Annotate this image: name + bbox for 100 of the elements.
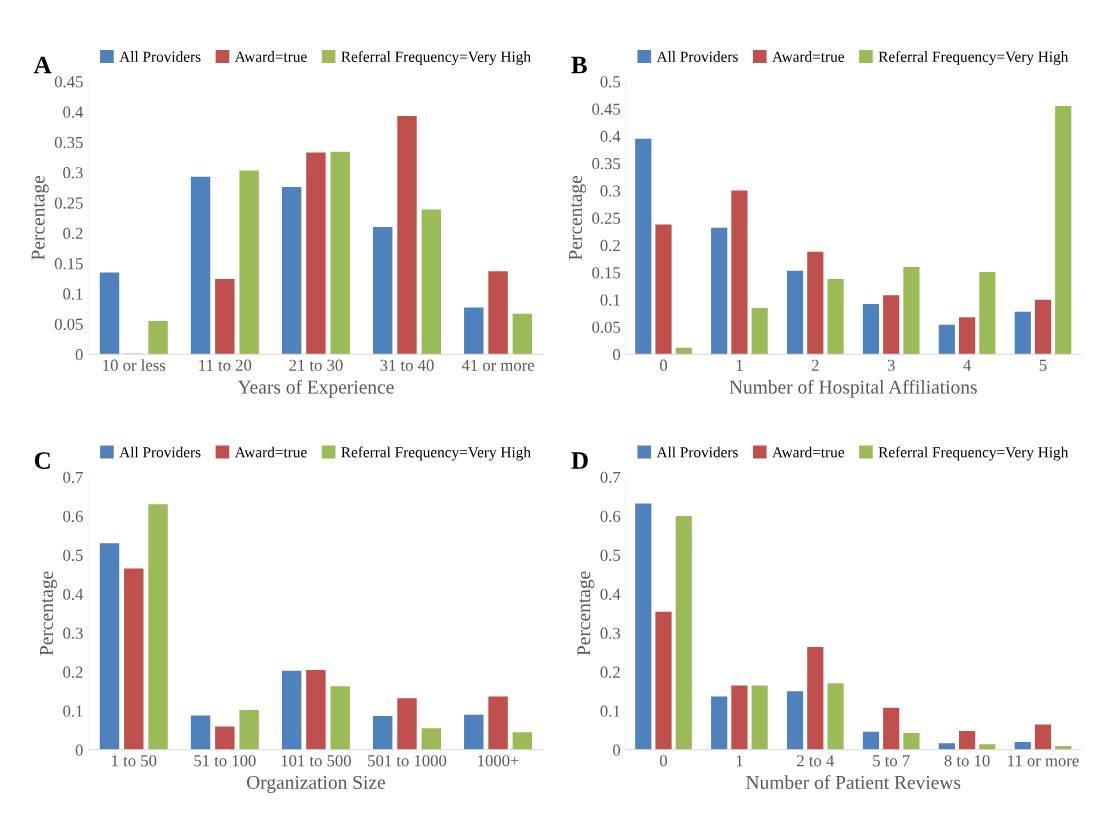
bar <box>373 226 393 355</box>
bar <box>99 543 120 750</box>
bar <box>979 744 996 750</box>
legend-label: All Providers <box>656 51 738 62</box>
y-tick-label: 0.6 <box>63 510 83 523</box>
bar <box>488 271 508 355</box>
y-tick-label: 0.2 <box>600 666 620 678</box>
bar <box>421 728 441 750</box>
x-tick-label: 501 to 1000 <box>368 755 447 767</box>
chart-title: A <box>33 56 52 74</box>
x-tick-label: 5 <box>1039 359 1047 371</box>
bar <box>675 515 692 750</box>
y-tick-label: 0.15 <box>592 267 621 279</box>
bar <box>827 278 844 355</box>
x-tick-label: 21 to 30 <box>289 359 343 371</box>
y-axis-title: Percentage <box>40 571 57 656</box>
chart-title: C <box>34 452 50 469</box>
y-tick-label: 0.1 <box>63 288 83 300</box>
y-tick-label: 0.7 <box>600 471 621 484</box>
y-tick-label: 0.35 <box>54 136 83 149</box>
bar <box>190 715 211 750</box>
bar <box>281 186 302 355</box>
x-tick-label: 4 <box>963 359 971 371</box>
bar <box>827 683 844 750</box>
bar <box>148 504 168 750</box>
bar <box>675 347 692 355</box>
bar <box>464 307 484 355</box>
legend-label: Referral Frequency=Very High <box>878 50 1069 66</box>
bar <box>979 271 996 355</box>
bar <box>786 270 804 355</box>
x-tick-label: 51 to 100 <box>194 755 256 767</box>
y-tick-label: 0.4 <box>600 588 621 600</box>
y-tick-label: 0.2 <box>600 239 620 252</box>
legend-label: Award=true <box>234 51 307 62</box>
y-tick-label: 0.3 <box>600 185 621 197</box>
x-axis-title: Years of Experience <box>237 379 394 398</box>
bar <box>751 685 768 750</box>
legend-label: All Providers <box>119 446 201 458</box>
bar <box>124 568 144 750</box>
bar <box>938 743 955 750</box>
y-axis-title: Percentage <box>577 571 595 656</box>
bar <box>215 279 235 355</box>
y-tick-label: 0 <box>613 744 621 756</box>
x-tick-label: 5 to 7 <box>873 755 910 767</box>
bar <box>330 151 350 355</box>
bar <box>512 313 533 355</box>
bar <box>862 731 880 750</box>
x-tick-label: 0 <box>659 359 668 371</box>
x-tick-label: 2 to 4 <box>797 755 835 767</box>
bar <box>883 707 900 750</box>
y-tick-label: 0.4 <box>600 130 621 143</box>
bar <box>903 733 920 750</box>
bar <box>397 698 417 750</box>
x-axis-title: Number of Hospital Affiliations <box>729 379 977 398</box>
x-tick-label: 41 or more <box>461 359 535 371</box>
y-tick-label: 0.4 <box>63 106 84 118</box>
legend-label: All Providers <box>119 51 201 62</box>
y-tick-label: 0.3 <box>600 627 621 639</box>
bar <box>807 646 824 750</box>
y-tick-label: 0.15 <box>54 258 83 270</box>
bar <box>281 670 302 750</box>
y-tick-label: 0.05 <box>54 318 83 330</box>
x-tick-label: 11 to 20 <box>199 359 252 371</box>
legend-label: Referral Frequency=Very High <box>878 446 1069 461</box>
x-tick-label: 1 <box>736 359 743 371</box>
x-tick-label: 10 or less <box>103 359 166 371</box>
bar <box>306 669 326 750</box>
legend-label: Referral Frequency=Very High <box>341 446 531 461</box>
bar <box>373 715 393 750</box>
bar <box>421 209 441 355</box>
x-tick-label: 31 to 40 <box>380 359 434 371</box>
bar <box>731 190 748 355</box>
bar <box>1055 106 1072 355</box>
y-tick-label: 0 <box>75 348 83 361</box>
bar <box>959 317 976 355</box>
legend-label: Referral Frequency=Very High <box>341 50 531 66</box>
bar <box>883 295 900 355</box>
bar <box>751 307 768 355</box>
bar <box>655 224 672 355</box>
bar <box>1034 299 1052 355</box>
legend-label: All Providers <box>656 446 738 458</box>
x-tick-label: 1000+ <box>478 755 519 767</box>
x-axis-title: Organization Size <box>246 775 385 793</box>
bar <box>190 176 211 355</box>
x-tick-label: 3 <box>887 359 895 371</box>
y-tick-label: 0.7 <box>63 471 83 484</box>
x-tick-label: 1 to 50 <box>112 755 157 767</box>
x-tick-label: 0 <box>659 755 668 767</box>
bar <box>655 611 672 750</box>
bar <box>938 324 955 355</box>
bar <box>306 152 326 355</box>
chart-title: D <box>571 452 588 469</box>
bar <box>711 227 728 355</box>
bar <box>635 138 652 355</box>
bar <box>215 726 235 750</box>
bar <box>512 732 533 750</box>
legend-label: Award=true <box>772 51 845 62</box>
x-tick-label: 1 <box>736 755 743 767</box>
bar <box>786 691 804 750</box>
y-tick-label: 0.05 <box>592 321 621 334</box>
